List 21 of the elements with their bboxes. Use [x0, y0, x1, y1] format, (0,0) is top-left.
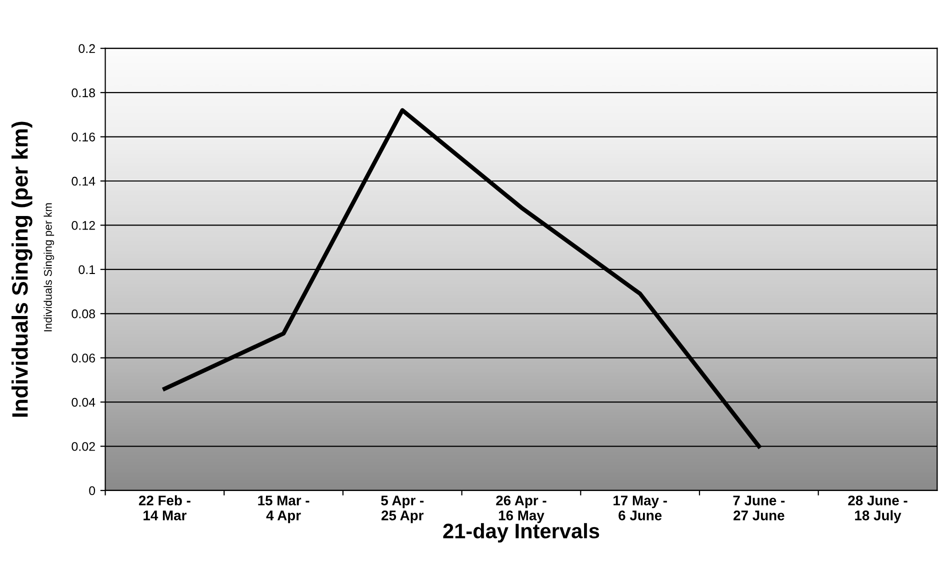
- x-tick-label: 5 Apr - 25 Apr: [381, 496, 424, 524]
- x-tick-label: 15 Mar - 4 Apr: [258, 496, 310, 524]
- y-tick-label: 0: [89, 486, 96, 496]
- y-tick-label: 0.08: [72, 309, 96, 318]
- y-tick-label: 0.02: [72, 442, 95, 451]
- y-tick-label: 0.04: [72, 398, 96, 407]
- text: Individuals Singing per km: [44, 203, 54, 332]
- x-tick-label: 26 Apr - 16 May: [496, 496, 546, 524]
- x-tick-label: 17 May - 6 June: [614, 496, 667, 520]
- y-tick-label: 0.06: [72, 354, 96, 362]
- y-tick-label: 0.18: [72, 88, 96, 98]
- y-tick-label: 0.1: [78, 265, 95, 274]
- x-axis-title: 21-day Intervals: [443, 523, 600, 543]
- y-tick-label: 0.2: [78, 44, 95, 54]
- y-tick-label: 0.16: [72, 132, 96, 142]
- x-tick-label: 7 June - 27 June: [733, 496, 785, 520]
- y-tick-label: 0.14: [72, 176, 96, 186]
- x-tick-label: 28 June - 18 July: [848, 496, 908, 524]
- x-tick-label: 22 Feb - 14 Mar: [138, 495, 190, 520]
- y-tick-label: 0.12: [72, 221, 95, 230]
- y-axis-title: Individuals Singing (per km): [12, 122, 32, 417]
